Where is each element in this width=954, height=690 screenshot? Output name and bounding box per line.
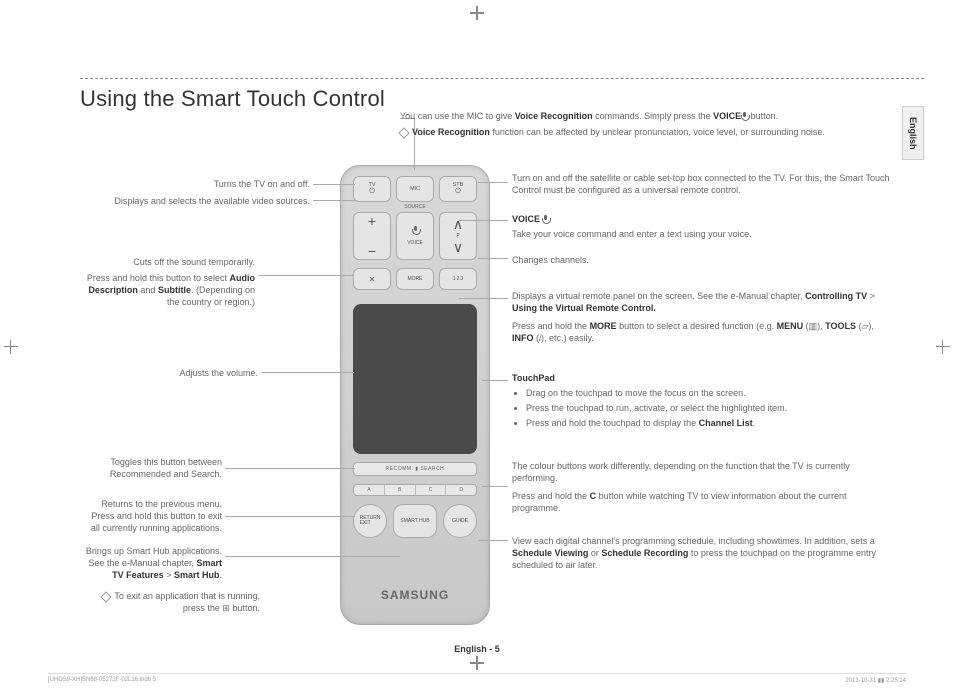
btn-voice: VOICE [396,212,434,260]
leader [259,275,354,276]
touchpad [353,304,477,454]
call-tv: Turns the TV on and off. [80,178,310,190]
brand-label: SAMSUNG [341,588,489,602]
note-icon [398,127,409,138]
call-recomm: Toggles this button between Recommended … [80,456,222,480]
call-hub2: To exit an application that is running, … [80,590,260,614]
call-source: Displays and selects the available video… [80,195,310,207]
call-hub: Brings up Smart Hub applications. See th… [80,545,222,581]
btn-mic: MIC [396,176,434,202]
btn-return: RETURN EXIT [353,504,387,538]
btn-recomm: RECOMM. ▮ SEARCH [353,462,477,476]
reg-mark-bottom [470,656,484,670]
leader [225,516,355,517]
btn-stb: STB⏻ [439,176,477,202]
btn-smarthub: SMART HUB [393,504,437,538]
leader [313,200,355,201]
leader [225,556,400,557]
leader [459,298,508,299]
call-mute2: Press and hold this button to select Aud… [80,272,255,308]
leader [478,540,508,541]
btn-more: MORE [396,268,434,290]
btn-mute: ✕ [353,268,391,290]
color-buttons: ABCD [353,484,477,496]
btn-tv: TV⏻ [353,176,391,202]
call-guide: View each digital channel's programming … [512,535,890,571]
leader [459,220,508,221]
leader [482,486,508,487]
reg-mark-right [936,340,950,354]
btn-num: 1 2 3 [439,268,477,290]
call-vol: Adjusts the volume. [80,367,258,379]
call-stb: Turn on and off the satellite or cable s… [512,172,890,196]
leader [313,184,355,185]
call-p: Changes channels. [512,254,890,266]
btn-guide: GUIDE [443,504,477,538]
call-color: The colour buttons work differently, dep… [512,460,890,515]
btn-volume: +− [353,212,391,260]
lbl-source: SOURCE [389,204,441,210]
page-number: English - 5 [0,644,954,654]
leader [225,468,355,469]
mic-icon [542,215,549,225]
call-mic: You can use the MIC to give Voice Recogn… [400,110,900,138]
call-mute: Cuts off the sound temporarily. [80,256,255,268]
call-return: Returns to the previous menu. Press and … [80,498,222,534]
reg-mark-left [4,340,18,354]
call-touchpad: TouchPad Drag on the touchpad to move th… [512,372,890,433]
dashed-divider [80,78,924,79]
note-icon [101,591,112,602]
leader [478,182,508,183]
page-title: Using the Smart Touch Control [80,86,385,112]
leader [478,258,508,259]
leader [482,380,508,381]
call-voice: VOICE Take your voice command and enter … [512,213,890,240]
print-footer: [UHDS9-XH]BN68-05272F-02L16.indb 5 2013-… [48,673,906,684]
mic-icon [741,112,748,122]
call-more: Displays a virtual remote panel on the s… [512,290,890,345]
language-tab: English [902,106,924,160]
reg-mark-top [470,6,484,20]
leader [262,372,354,373]
